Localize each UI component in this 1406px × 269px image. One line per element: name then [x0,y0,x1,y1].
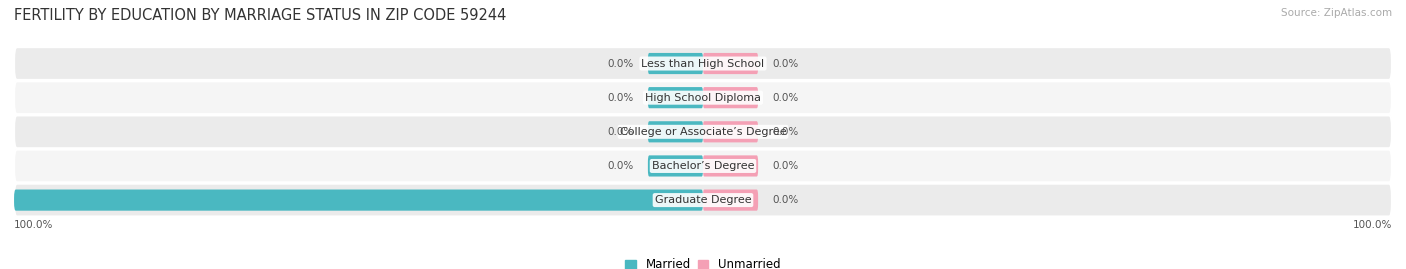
Text: Source: ZipAtlas.com: Source: ZipAtlas.com [1281,8,1392,18]
Text: 0.0%: 0.0% [772,161,799,171]
Text: 0.0%: 0.0% [772,127,799,137]
FancyBboxPatch shape [703,155,758,176]
Text: Less than High School: Less than High School [641,59,765,69]
Legend: Married, Unmarried: Married, Unmarried [626,259,780,269]
Text: College or Associate’s Degree: College or Associate’s Degree [620,127,786,137]
Text: 100.0%: 100.0% [1353,220,1392,230]
FancyBboxPatch shape [14,150,1392,182]
Text: Graduate Degree: Graduate Degree [655,195,751,205]
Text: 0.0%: 0.0% [607,161,634,171]
Text: FERTILITY BY EDUCATION BY MARRIAGE STATUS IN ZIP CODE 59244: FERTILITY BY EDUCATION BY MARRIAGE STATU… [14,8,506,23]
Text: 0.0%: 0.0% [772,195,799,205]
FancyBboxPatch shape [703,189,758,211]
Text: 0.0%: 0.0% [772,59,799,69]
FancyBboxPatch shape [648,155,703,176]
FancyBboxPatch shape [648,121,703,142]
FancyBboxPatch shape [648,53,703,74]
FancyBboxPatch shape [703,121,758,142]
FancyBboxPatch shape [703,87,758,108]
FancyBboxPatch shape [14,189,703,211]
Text: 0.0%: 0.0% [772,93,799,103]
FancyBboxPatch shape [14,47,1392,80]
FancyBboxPatch shape [703,53,758,74]
Text: 100.0%: 100.0% [14,220,53,230]
FancyBboxPatch shape [648,87,703,108]
Text: Bachelor’s Degree: Bachelor’s Degree [652,161,754,171]
FancyBboxPatch shape [14,81,1392,114]
Text: 0.0%: 0.0% [607,59,634,69]
Text: 0.0%: 0.0% [607,127,634,137]
FancyBboxPatch shape [14,115,1392,148]
Text: High School Diploma: High School Diploma [645,93,761,103]
FancyBboxPatch shape [14,184,1392,217]
Text: 0.0%: 0.0% [607,93,634,103]
